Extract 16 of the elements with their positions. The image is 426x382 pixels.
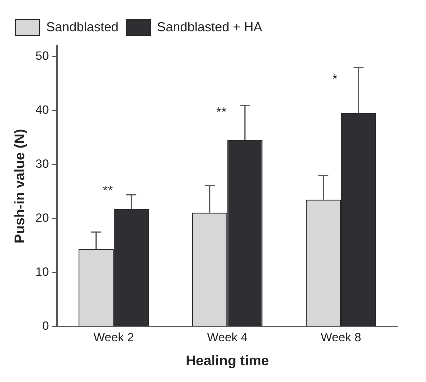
y-tick-label: 0: [42, 319, 50, 334]
x-tick-label: Week 4: [207, 330, 248, 344]
annotation: **: [102, 183, 114, 198]
y-tick-label: 40: [36, 103, 50, 118]
x-tick-label: Week 2: [94, 330, 135, 344]
y-tick-label: 10: [36, 265, 50, 280]
y-tick-label: 20: [36, 211, 50, 226]
annotation: *: [332, 71, 338, 86]
annotation: **: [216, 104, 227, 120]
x-axis-title: Healing time: [186, 352, 270, 368]
y-tick-label: 50: [36, 49, 50, 64]
y-axis-title: Push-in value (N): [11, 129, 28, 244]
legend-label: Sandblasted: [46, 20, 119, 35]
y-tick-label: 30: [36, 157, 50, 172]
x-tick-label: Week 8: [320, 330, 362, 344]
legend-label: Sandblasted + HA: [157, 20, 263, 35]
